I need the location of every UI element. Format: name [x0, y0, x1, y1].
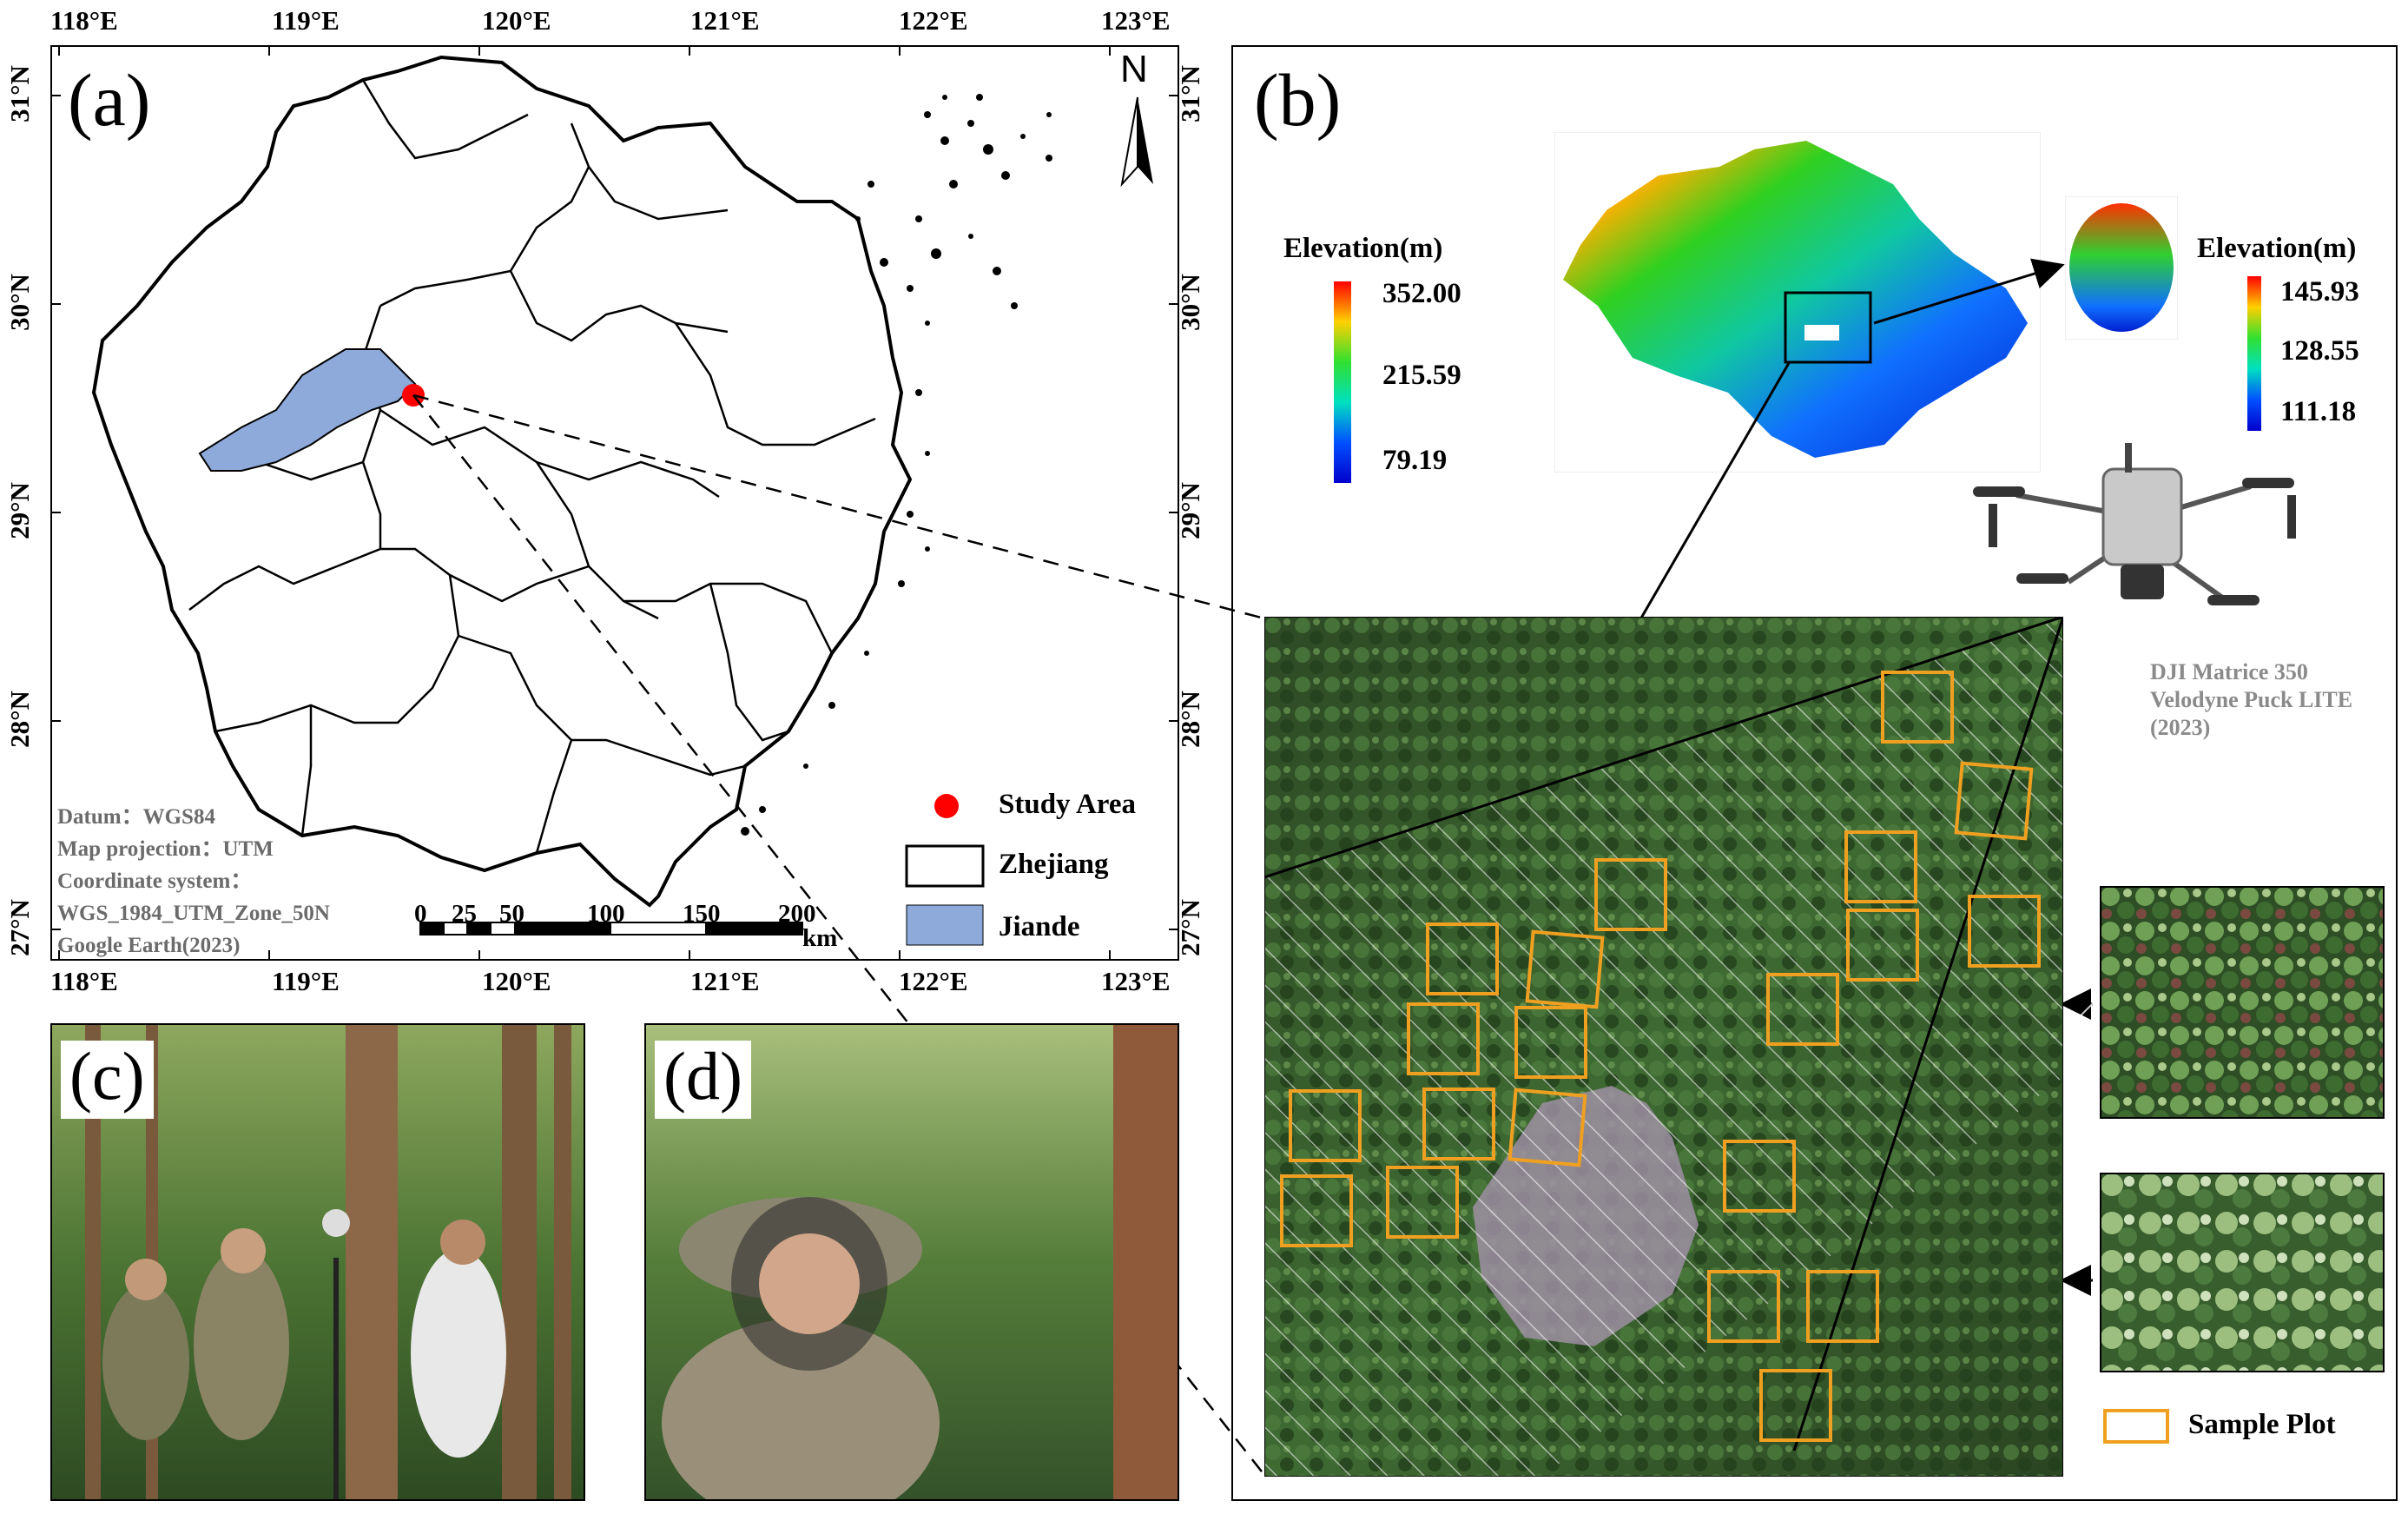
map-info-line: Map projection：UTM [57, 837, 274, 861]
elevation-colorbar-plot [2247, 276, 2261, 431]
drone-info-line: Velodyne Puck LITE [2150, 687, 2353, 712]
scale-label: 50 [499, 900, 524, 928]
dem-plot-image [2065, 196, 2178, 340]
legend-study-area-label: Study Area [999, 789, 1137, 820]
panel-d-label: (d) [655, 1041, 751, 1119]
scale-label: 25 [452, 900, 477, 928]
zhejiang-map [50, 45, 1179, 961]
lon-tick-bottom: 120°E [482, 966, 551, 996]
dem-main-image [1554, 132, 2041, 473]
elevation-plot-min: 111.18 [2280, 396, 2357, 427]
panel-c-label: (c) [61, 1041, 154, 1119]
map-info-line: Google Earth(2023) [57, 934, 241, 957]
elevation-main-max: 352.00 [1382, 278, 1461, 309]
lon-tick-bottom: 119°E [272, 966, 340, 996]
panel-b-image-frame [1264, 617, 2063, 1477]
scale-label: 150 [683, 900, 721, 928]
lon-tick-bottom: 121°E [690, 966, 760, 996]
scale-label: 100 [587, 900, 625, 928]
field-photo-c [50, 1023, 585, 1501]
elevation-main-min: 79.19 [1382, 445, 1448, 476]
map-info-line: WGS_1984_UTM_Zone_50N [57, 902, 330, 925]
scale-bar [419, 922, 803, 936]
lon-tick-top: 119°E [272, 5, 340, 36]
lon-tick-top: 122°E [899, 5, 968, 36]
canopy-inset-1 [2100, 886, 2385, 1119]
lon-tick-bottom: 118°E [50, 966, 118, 996]
elevation-main-title: Elevation(m) [1283, 233, 1443, 264]
map-info-line: Datum：WGS84 [57, 805, 215, 829]
scale-label: 0 [414, 900, 427, 928]
lon-tick-top: 121°E [690, 5, 760, 36]
map-info-line: Coordinate system： [57, 869, 253, 893]
drone-info-line: DJI Matrice 350 [2150, 659, 2308, 684]
lon-tick-bottom: 122°E [899, 966, 968, 996]
legend-zhejiang-symbol [905, 844, 985, 888]
lon-tick-top: 118°E [50, 5, 118, 36]
elevation-plot-max: 145.93 [2280, 276, 2359, 307]
legend-study-area-symbol [934, 794, 959, 818]
drone-info-line: (2023) [2150, 715, 2211, 740]
canopy-inset-2 [2100, 1173, 2385, 1372]
scale-unit: km [802, 924, 838, 952]
lon-tick-bottom: 123°E [1101, 966, 1171, 996]
legend-jiande-label: Jiande [999, 911, 1080, 942]
legend-sample-plot-symbol [2103, 1409, 2169, 1444]
legend-sample-plot-label: Sample Plot [2188, 1409, 2336, 1440]
elevation-main-mid: 215.59 [1382, 360, 1461, 391]
legend-jiande-symbol [906, 904, 984, 946]
panel-a-label: (a) [68, 58, 151, 142]
drone-icon [1973, 443, 2296, 605]
elevation-plot-title: Elevation(m) [2197, 233, 2357, 264]
legend-zhejiang-label: Zhejiang [999, 849, 1109, 880]
sample-plots [1280, 671, 2041, 1442]
north-label: N [1120, 48, 1148, 90]
panel-b-label: (b) [1254, 58, 1342, 142]
panel-b [1231, 45, 2398, 1501]
scale-label: 200 [778, 900, 816, 928]
elevation-colorbar-main [1334, 281, 1351, 483]
elevation-plot-mid: 128.55 [2280, 335, 2359, 367]
lon-tick-top: 120°E [482, 5, 551, 36]
lon-tick-top: 123°E [1101, 5, 1171, 36]
north-arrow-icon [1120, 96, 1153, 188]
